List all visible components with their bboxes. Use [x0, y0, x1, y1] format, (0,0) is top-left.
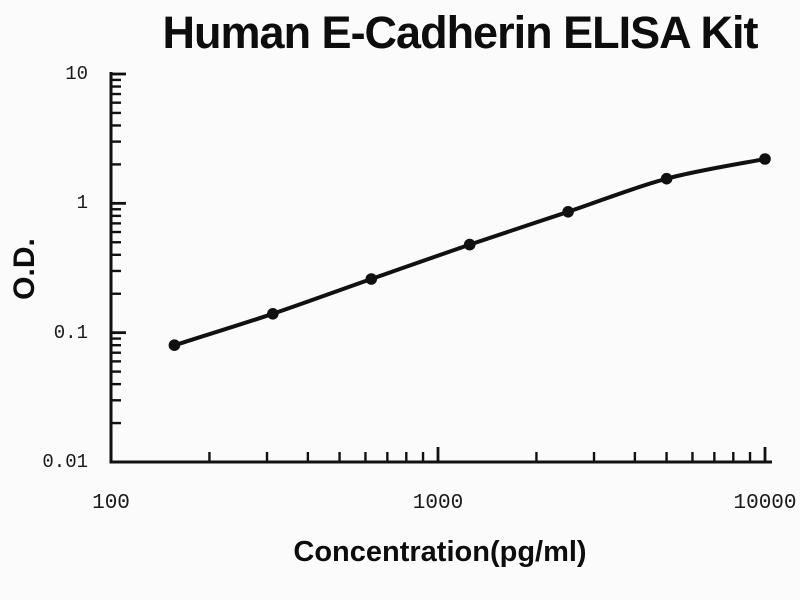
x-tick-label: 10000: [733, 492, 797, 515]
y-tick-label: 10: [65, 63, 88, 85]
y-tick-label: 1: [76, 192, 88, 215]
x-axis-label: Concentration(pg/ml): [293, 536, 587, 568]
data-point-marker: [660, 172, 673, 185]
x-tick-label: 100: [92, 492, 130, 515]
data-point-marker: [365, 273, 378, 285]
data-point-marker: [759, 153, 771, 165]
y-tick-label: 0.01: [42, 451, 88, 473]
x-tick-label: 1000: [412, 492, 464, 515]
data-point-marker: [463, 238, 476, 251]
data-point-marker: [267, 308, 279, 320]
chart-title: Human E-Cadherin ELISA Kit: [162, 7, 759, 58]
data-point-marker: [168, 339, 181, 352]
standard-curve-line: [172, 157, 767, 348]
data-point-marker: [562, 206, 574, 218]
y-tick-label: 0.1: [53, 321, 88, 344]
